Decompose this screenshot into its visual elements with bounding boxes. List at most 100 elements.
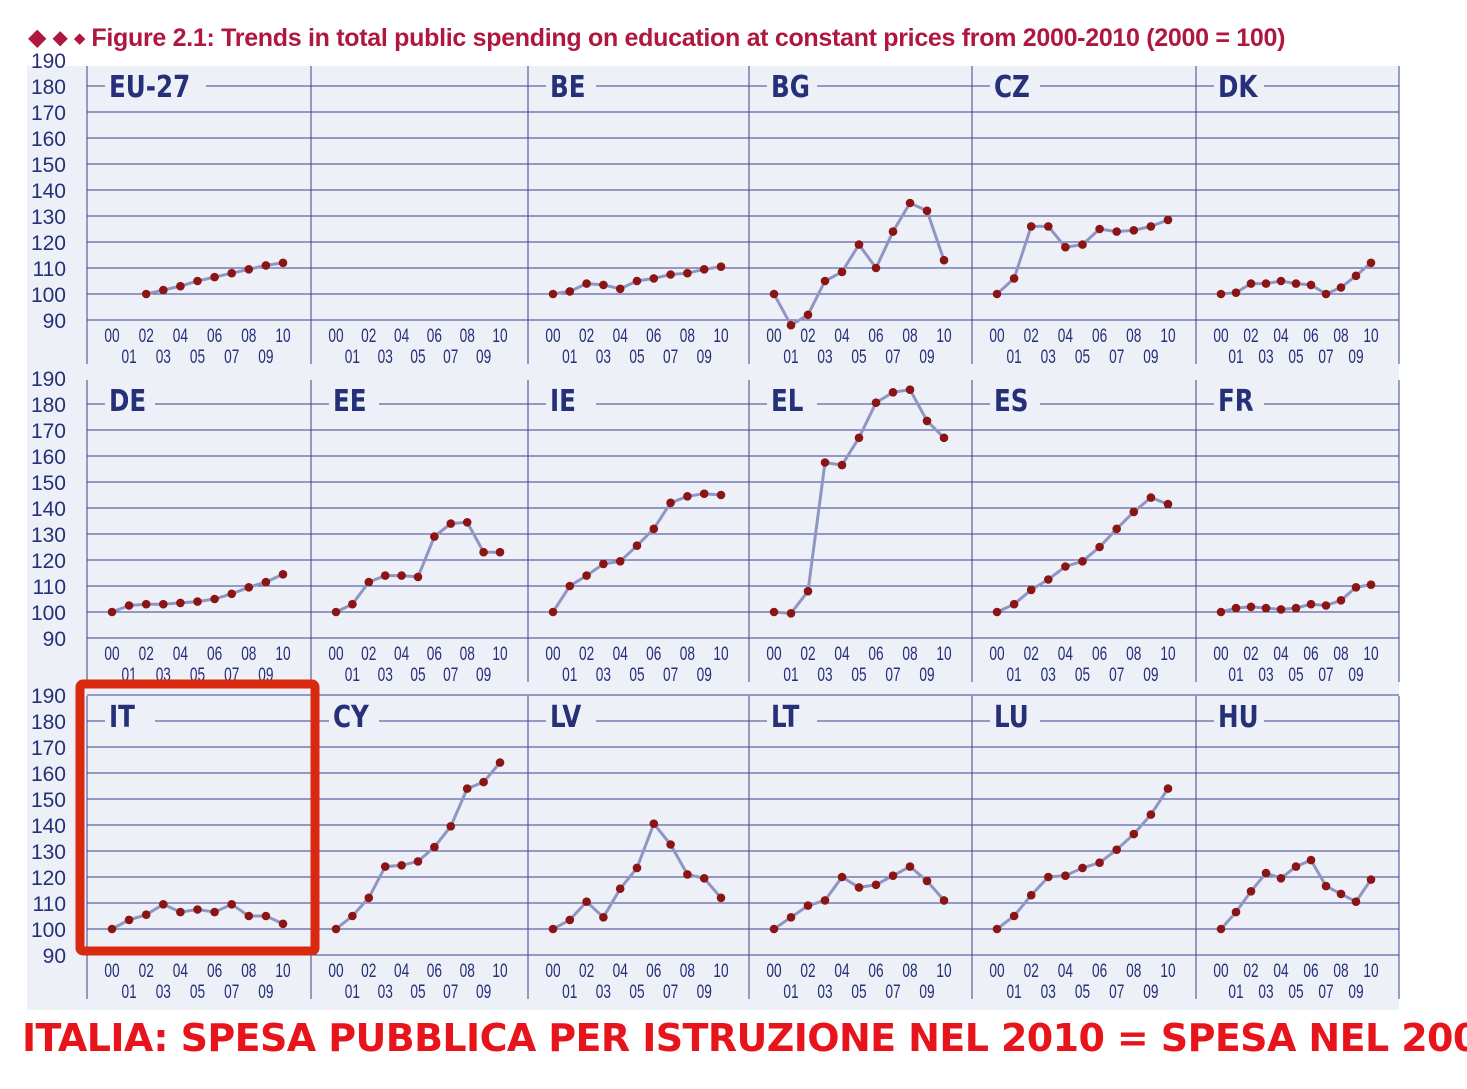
x-tick-label: 04 xyxy=(1273,643,1288,665)
x-tick-label: 02 xyxy=(1243,960,1258,982)
x-tick-label: 05 xyxy=(1288,981,1303,1003)
data-point xyxy=(699,265,709,274)
data-point xyxy=(939,896,949,905)
x-tick-label: 06 xyxy=(646,325,661,347)
x-tick-label: 04 xyxy=(834,960,849,982)
panel-label-background xyxy=(105,386,155,420)
x-tick-label: 02 xyxy=(1243,325,1258,347)
x-tick-label: 04 xyxy=(173,643,188,665)
data-point xyxy=(1112,845,1121,854)
data-point xyxy=(278,258,288,268)
data-point xyxy=(1366,875,1376,884)
data-point xyxy=(1276,276,1286,286)
data-point xyxy=(479,547,488,557)
x-tick-label: 09 xyxy=(697,981,712,1003)
data-point xyxy=(1351,897,1361,906)
data-point xyxy=(1163,215,1173,225)
data-point xyxy=(599,559,608,569)
panel-label: BE xyxy=(550,71,586,105)
data-point xyxy=(159,285,168,295)
panel-label-background xyxy=(546,72,596,106)
x-tick-label: 00 xyxy=(104,960,119,982)
data-point xyxy=(649,819,659,828)
data-point xyxy=(888,227,898,236)
x-tick-label: 04 xyxy=(1273,960,1288,982)
data-point xyxy=(1291,862,1301,871)
x-tick-label: 01 xyxy=(345,664,360,686)
data-point xyxy=(666,840,675,849)
x-tick-label: 05 xyxy=(1288,664,1303,686)
data-point xyxy=(380,571,390,580)
data-point xyxy=(1366,258,1376,268)
x-tick-label: 07 xyxy=(1318,981,1333,1003)
x-tick-label: 03 xyxy=(1258,664,1273,686)
data-point xyxy=(462,518,472,527)
figure-title-bar: ◆ ◆ ◆ Figure 2.1: Trends in total public… xyxy=(28,18,1285,58)
data-point xyxy=(495,758,505,767)
y-tick-label: 190 xyxy=(31,685,66,708)
x-tick-label: 01 xyxy=(121,346,136,368)
panel-label: CZ xyxy=(994,71,1030,105)
panel-label-background xyxy=(1214,72,1264,106)
y-tick-label: 100 xyxy=(31,919,66,942)
x-tick-label: 07 xyxy=(1109,346,1124,368)
x-tick-label: 00 xyxy=(328,960,343,982)
x-tick-label: 07 xyxy=(663,981,678,1003)
x-tick-label: 06 xyxy=(1092,325,1107,347)
panel-label: LU xyxy=(994,701,1029,735)
data-point xyxy=(699,874,709,883)
diamond-icon: ◆ xyxy=(52,27,68,49)
data-point xyxy=(107,924,117,934)
x-tick-label: 02 xyxy=(361,325,376,347)
data-point xyxy=(193,905,202,914)
data-point xyxy=(666,498,675,508)
data-point xyxy=(1336,596,1346,605)
data-point xyxy=(922,876,932,886)
x-tick-label: 05 xyxy=(629,346,644,368)
panel-label-background xyxy=(767,386,817,420)
x-tick-label: 06 xyxy=(207,960,222,982)
data-point xyxy=(871,880,881,890)
data-point xyxy=(582,279,591,288)
data-point xyxy=(1306,599,1316,609)
x-tick-label: 02 xyxy=(139,643,154,665)
y-tick-label: 130 xyxy=(31,206,66,229)
data-point xyxy=(632,276,642,286)
x-tick-label: 09 xyxy=(919,981,934,1003)
x-tick-label: 02 xyxy=(139,325,154,347)
panel-label: IE xyxy=(550,385,576,419)
x-tick-label: 05 xyxy=(851,664,866,686)
x-tick-label: 01 xyxy=(783,981,798,1003)
x-tick-label: 02 xyxy=(579,325,594,347)
x-tick-label: 08 xyxy=(680,325,695,347)
x-tick-label: 06 xyxy=(207,325,222,347)
data-point xyxy=(649,274,659,283)
x-tick-label: 07 xyxy=(1318,346,1333,368)
data-point xyxy=(1351,583,1361,592)
x-tick-label: 07 xyxy=(663,346,678,368)
x-tick-label: 05 xyxy=(410,981,425,1003)
data-point xyxy=(364,577,374,587)
panel-label: EL xyxy=(771,385,803,419)
data-point xyxy=(446,822,456,831)
panel-label: DE xyxy=(109,385,146,419)
data-point xyxy=(1095,858,1104,867)
x-tick-label: 09 xyxy=(476,981,491,1003)
x-tick-label: 08 xyxy=(902,960,917,982)
x-tick-label: 10 xyxy=(1363,643,1378,665)
data-point xyxy=(176,598,185,608)
data-point xyxy=(888,388,898,397)
data-point xyxy=(159,900,168,909)
x-tick-label: 05 xyxy=(1075,346,1090,368)
x-tick-label: 04 xyxy=(1058,325,1073,347)
x-tick-label: 05 xyxy=(629,981,644,1003)
x-tick-label: 02 xyxy=(1024,325,1039,347)
data-point xyxy=(1061,562,1070,571)
data-point xyxy=(854,883,864,892)
